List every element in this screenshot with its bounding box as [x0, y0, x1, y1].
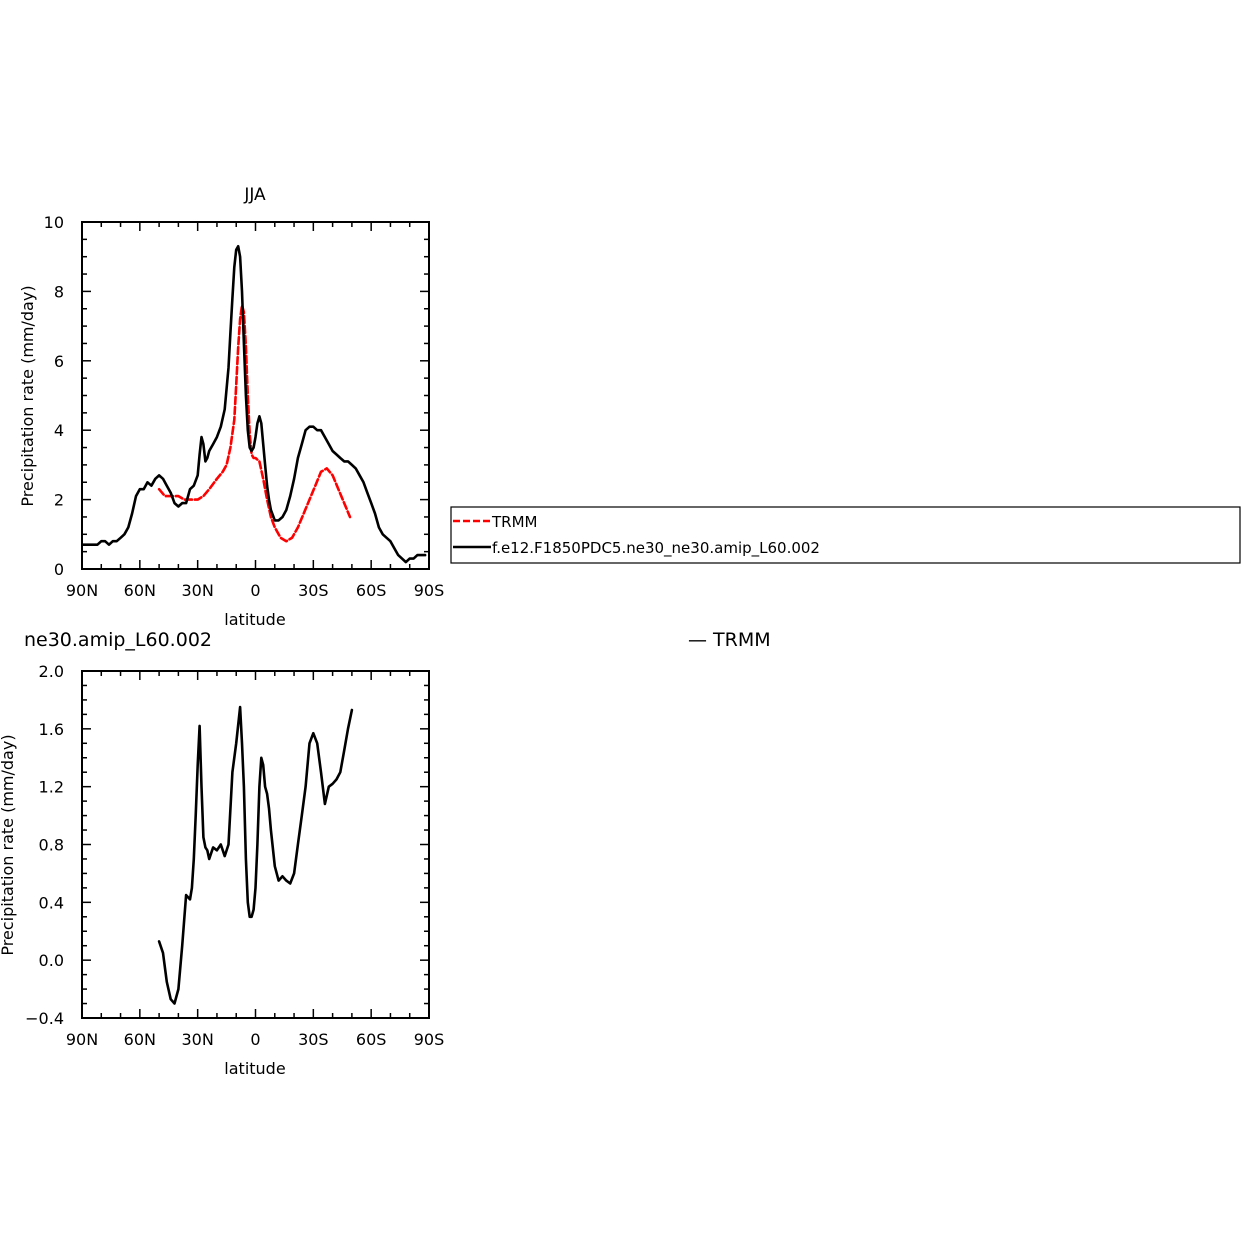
- y-tick-label: 0.8: [39, 836, 64, 855]
- x-axis-label: latitude: [224, 610, 285, 629]
- legend-entry-trmm: TRMM: [491, 513, 537, 531]
- x-tick-label: 90N: [66, 581, 98, 600]
- series-line-0: [157, 303, 352, 543]
- y-tick-label: 10: [44, 213, 64, 232]
- y-axis-label: Precipitation rate (mm/day): [18, 285, 37, 506]
- y-tick-label: 0.0: [39, 951, 64, 970]
- x-tick-label: 30N: [182, 1030, 214, 1049]
- y-tick-label: 0.4: [39, 893, 64, 912]
- y-tick-label: 6: [54, 352, 64, 371]
- panel-title: JJA: [243, 185, 266, 205]
- panel-title-right: — TRMM: [688, 629, 771, 651]
- legend-box: [450, 506, 1241, 564]
- y-tick-label: 2: [54, 491, 64, 510]
- x-tick-label: 90N: [66, 1030, 98, 1049]
- y-tick-label: −0.4: [25, 1009, 64, 1028]
- x-axis-label: latitude: [224, 1059, 285, 1078]
- x-tick-label: 90S: [414, 581, 445, 600]
- x-tick-label: 30S: [298, 1030, 329, 1049]
- panel-title: ne30.amip_L60.002: [24, 629, 212, 651]
- x-tick-label: 0: [250, 1030, 260, 1049]
- legend-entry-model: f.e12.F1850PDC5.ne30_ne30.amip_L60.002: [492, 539, 820, 558]
- series-layer: [82, 245, 427, 564]
- series-line-0: [157, 705, 354, 1005]
- y-tick-label: 0: [54, 560, 64, 579]
- y-tick-label: 8: [54, 282, 64, 301]
- series-layer: [157, 705, 354, 1005]
- x-tick-label: 0: [250, 581, 260, 600]
- x-tick-label: 60S: [356, 1030, 387, 1049]
- x-tick-label: 90S: [414, 1030, 445, 1049]
- x-tick-label: 30S: [298, 581, 329, 600]
- y-tick-label: 1.2: [39, 778, 64, 797]
- y-tick-label: 2.0: [39, 662, 64, 681]
- x-tick-label: 60S: [356, 581, 387, 600]
- axes: 90N 60N 30N 0 30S 60S 90S −0.4 0.0 0.4 0.8 1.2 1.6 2.…: [25, 662, 444, 1049]
- y-tick-label: 4: [54, 421, 64, 440]
- x-tick-label: 60N: [124, 1030, 156, 1049]
- x-tick-label: 30N: [182, 581, 214, 600]
- difference-panel: ne30.amip_L60.002 — TRMM 90N 60N 30N 0 30S 60…: [0, 629, 771, 1078]
- x-tick-label: 60N: [124, 581, 156, 600]
- y-tick-label: 1.6: [39, 720, 64, 739]
- y-axis-label: Precipitation rate (mm/day): [0, 734, 17, 955]
- series-line-1: [82, 245, 427, 564]
- axes: 90N 60N 30N 0 30S 60S 90S 0 2 4 6 8 10: [44, 213, 445, 600]
- legend: TRMM f.e12.F1850PDC5.ne30_ne30.amip_L60.…: [450, 506, 1241, 564]
